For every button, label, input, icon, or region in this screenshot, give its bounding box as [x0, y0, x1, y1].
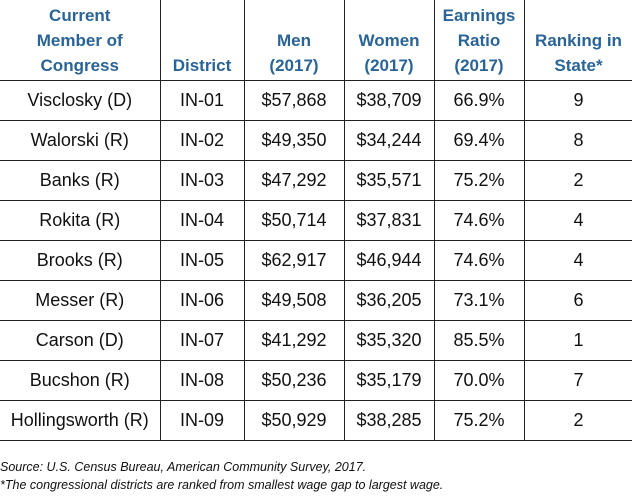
table-cell: $62,917 [243, 240, 345, 281]
column-header-line: Ratio [457, 31, 501, 50]
table-cell: IN-03 [159, 160, 245, 201]
column-header-line: Earnings [442, 6, 516, 25]
table-cell: 85.5% [433, 320, 525, 361]
table-row: Walorski (R) IN-02 $49,350 $34,244 69.4% 8 [0, 120, 632, 161]
table-cell: 7 [523, 360, 632, 401]
header-row: Current Member of Congress District Men (2017… [0, 0, 632, 81]
table-row: Messer (R) IN-06 $49,508 $36,205 73.1% 6 [0, 280, 632, 321]
table-cell: 66.9% [433, 80, 525, 121]
column-header-line: (2017) [454, 56, 504, 75]
table-cell: 4 [523, 200, 632, 241]
column-header-line: (2017) [364, 56, 414, 75]
table-cell: $57,868 [243, 80, 345, 121]
column-header-line: Congress [40, 56, 119, 75]
table-cell: 8 [523, 120, 632, 161]
table-cell: Messer (R) [0, 280, 161, 321]
table-cell: IN-08 [159, 360, 245, 401]
table-cell: $50,714 [243, 200, 345, 241]
table-cell: $35,320 [343, 320, 435, 361]
table-cell: IN-01 [159, 80, 245, 121]
column-header-line: Women [358, 31, 420, 50]
table-cell: $41,292 [243, 320, 345, 361]
table-cell: $35,571 [343, 160, 435, 201]
column-header: Earnings Ratio (2017) [433, 0, 525, 81]
table-cell: Visclosky (D) [0, 80, 161, 121]
table-row: Hollingsworth (R) IN-09 $50,929 $38,285 75.2… [0, 400, 632, 441]
column-header: Ranking in State* [523, 0, 632, 81]
column-header: District [159, 0, 245, 81]
table-cell: 69.4% [433, 120, 525, 161]
table-cell: $50,236 [243, 360, 345, 401]
congress-earnings-table: Current Member of Congress District Men (2017… [0, 0, 632, 441]
table-cell: $49,350 [243, 120, 345, 161]
table-cell: Bucshon (R) [0, 360, 161, 401]
table-cell: Banks (R) [0, 160, 161, 201]
table-cell: $49,508 [243, 280, 345, 321]
table-cell: 4 [523, 240, 632, 281]
table-cell: IN-05 [159, 240, 245, 281]
table-cell: IN-07 [159, 320, 245, 361]
column-header-line: Current [49, 6, 111, 25]
ranking-footnote: *The congressional districts are ranked … [0, 478, 444, 492]
column-header: Men (2017) [243, 0, 345, 81]
table-row: Visclosky (D) IN-01 $57,868 $38,709 66.9% 9 [0, 80, 632, 121]
table-cell: Walorski (R) [0, 120, 161, 161]
table-cell: Brooks (R) [0, 240, 161, 281]
table-row: Bucshon (R) IN-08 $50,236 $35,179 70.0% 7 [0, 360, 632, 401]
table-cell: IN-09 [159, 400, 245, 441]
source-note: Source: U.S. Census Bureau, American Com… [0, 460, 367, 474]
table-cell: 1 [523, 320, 632, 361]
table-cell: $46,944 [343, 240, 435, 281]
table-cell: 74.6% [433, 240, 525, 281]
table-row: Rokita (R) IN-04 $50,714 $37,831 74.6% 4 [0, 200, 632, 241]
table-cell: 74.6% [433, 200, 525, 241]
column-header-line: Member of [36, 31, 123, 50]
table-cell: $38,709 [343, 80, 435, 121]
table-cell: 2 [523, 400, 632, 441]
table-row: Carson (D) IN-07 $41,292 $35,320 85.5% 1 [0, 320, 632, 361]
column-header-line: Ranking in [535, 31, 622, 50]
table-cell: 70.0% [433, 360, 525, 401]
table-cell: IN-02 [159, 120, 245, 161]
column-header-line: Men [277, 31, 311, 50]
table-cell: Rokita (R) [0, 200, 161, 241]
table-row: Brooks (R) IN-05 $62,917 $46,944 74.6% 4 [0, 240, 632, 281]
table-cell: 2 [523, 160, 632, 201]
table-cell: $50,929 [243, 400, 345, 441]
table-cell: $37,831 [343, 200, 435, 241]
table-cell: 73.1% [433, 280, 525, 321]
table-cell: IN-04 [159, 200, 245, 241]
table-cell: 9 [523, 80, 632, 121]
table-cell: $35,179 [343, 360, 435, 401]
table-cell: $34,244 [343, 120, 435, 161]
column-header-line: (2017) [269, 56, 319, 75]
table-cell: 75.2% [433, 160, 525, 201]
table-cell: Carson (D) [0, 320, 161, 361]
table-cell: 75.2% [433, 400, 525, 441]
table-cell: $38,285 [343, 400, 435, 441]
column-header-line: District [172, 56, 232, 75]
table-cell: 6 [523, 280, 632, 321]
table-row: Banks (R) IN-03 $47,292 $35,571 75.2% 2 [0, 160, 632, 201]
column-header-line: State* [554, 56, 603, 75]
column-header: Current Member of Congress [0, 0, 161, 81]
table-cell: $36,205 [343, 280, 435, 321]
table-cell: Hollingsworth (R) [0, 400, 161, 441]
column-header: Women (2017) [343, 0, 435, 81]
table-cell: IN-06 [159, 280, 245, 321]
table-cell: $47,292 [243, 160, 345, 201]
